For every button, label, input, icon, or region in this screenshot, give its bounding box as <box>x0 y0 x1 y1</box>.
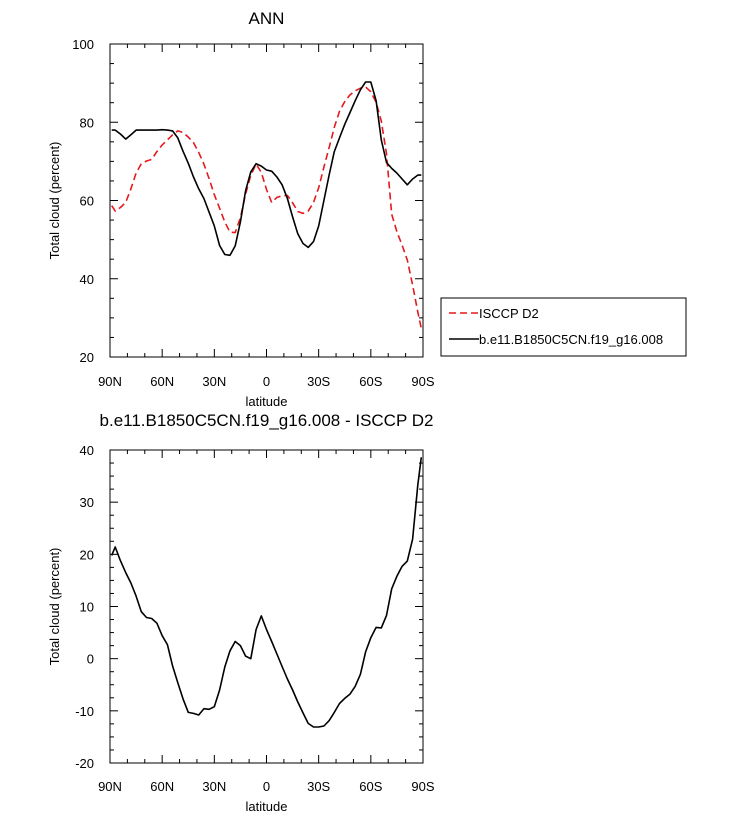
chart-title: b.e11.B1850C5CN.f19_g16.008 - ISCCP D2 <box>100 411 434 430</box>
series-line-b-e11-b1850c5cn-f19-g16-008 <box>111 81 422 257</box>
x-tick-label: 90S <box>411 374 434 389</box>
plot-frame <box>109 449 424 764</box>
x-tick-label: 0 <box>263 374 270 389</box>
y-tick-label: -20 <box>75 756 94 771</box>
chart-panel-2: b.e11.B1850C5CN.f19_g16.008 - ISCCP D2 90… <box>47 411 435 814</box>
legend: ISCCP D2 b.e11.B1850C5CN.f19_g16.008 <box>440 297 687 357</box>
x-tick-label: 90S <box>411 779 434 794</box>
y-axis-label: Total cloud (percent) <box>47 142 62 260</box>
y-tick-label: 80 <box>80 115 94 130</box>
x-tick-label: 30N <box>202 374 226 389</box>
x-tick-label: 30S <box>307 374 330 389</box>
y-tick-label: 20 <box>80 547 94 562</box>
y-tick-label: 100 <box>72 37 94 52</box>
x-tick-label: 60S <box>359 779 382 794</box>
x-tick-label: 60N <box>150 374 174 389</box>
chart-panel-1: ANN 90N 60N 30N 0 30S 60S 90S 20 40 60 80 100 latitud… <box>47 9 687 409</box>
x-tick-label: 60N <box>150 779 174 794</box>
legend-box <box>440 297 687 357</box>
y-tick-label: -10 <box>75 704 94 719</box>
y-tick-label: 40 <box>80 272 94 287</box>
y-tick-label: 0 <box>87 652 94 667</box>
x-tick-label: 90N <box>98 374 122 389</box>
legend-entry-label: b.e11.B1850C5CN.f19_g16.008 <box>479 332 663 347</box>
x-tick-label: 30N <box>202 779 226 794</box>
legend-entry-label: ISCCP D2 <box>479 306 539 321</box>
y-tick-label: 20 <box>80 350 94 365</box>
x-tick-label: 30S <box>307 779 330 794</box>
series-line-difference <box>110 457 423 728</box>
x-axis-label: latitude <box>246 394 288 409</box>
x-tick-label: 0 <box>263 779 270 794</box>
y-tick-label: 60 <box>80 194 94 209</box>
x-axis-label: latitude <box>246 799 288 814</box>
y-tick-label: 30 <box>80 495 94 510</box>
y-axis-label: Total cloud (percent) <box>47 548 62 666</box>
y-tick-label: 40 <box>80 443 94 458</box>
chart-title: ANN <box>249 9 285 28</box>
plot-frame <box>109 43 424 358</box>
y-tick-label: 10 <box>80 600 94 615</box>
x-tick-label: 60S <box>359 374 382 389</box>
series-line-isccp-d2 <box>111 86 423 329</box>
x-tick-label: 90N <box>98 779 122 794</box>
